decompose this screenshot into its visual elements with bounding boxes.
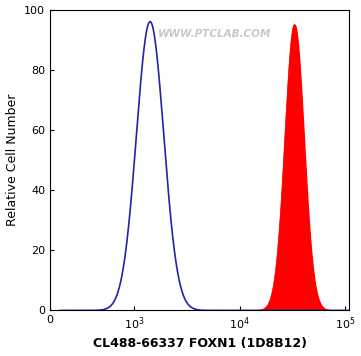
Y-axis label: Relative Cell Number: Relative Cell Number — [5, 94, 18, 226]
X-axis label: CL488-66337 FOXN1 (1D8B12): CL488-66337 FOXN1 (1D8B12) — [93, 337, 306, 350]
Text: WWW.PTCLAB.COM: WWW.PTCLAB.COM — [158, 28, 271, 38]
